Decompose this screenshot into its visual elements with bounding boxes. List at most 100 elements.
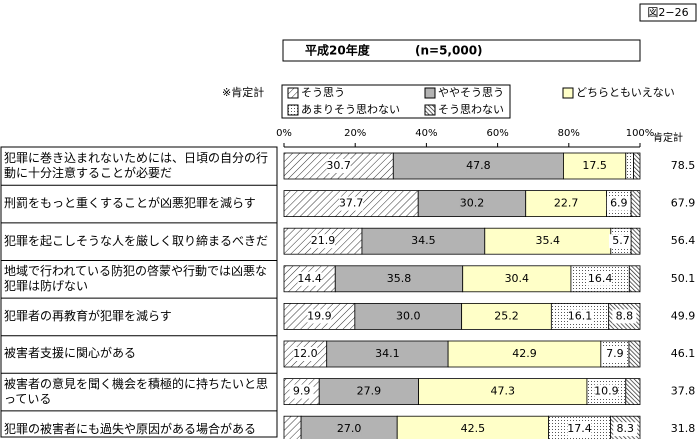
data-label: 21.9 <box>311 234 336 247</box>
data-label: 8.3 <box>616 422 634 435</box>
total-label: 78.5 <box>671 159 696 172</box>
data-label: 16.4 <box>588 272 613 285</box>
label-bg <box>504 271 529 286</box>
label-bg <box>375 347 400 361</box>
category-label: 被害者支援に関心がある <box>4 346 137 361</box>
x-tick-label: 60% <box>486 128 508 139</box>
label-bg <box>535 234 560 249</box>
legend-label: ややそう思う <box>438 86 504 99</box>
label-bg <box>337 422 362 437</box>
bar-segment <box>630 227 641 255</box>
total-label: 56.4 <box>671 234 696 247</box>
category-label: 被害者の意見を聞く機会を積極的に持ちたいと思っている <box>4 376 269 406</box>
bar-segment <box>628 265 641 293</box>
data-label: 16.1 <box>568 309 593 322</box>
title-box <box>282 39 641 62</box>
chart-subtitle: (n=5,000) <box>415 44 483 58</box>
data-label: 30.2 <box>460 197 485 210</box>
data-label: 19.9 <box>307 309 332 322</box>
category-box <box>0 146 278 438</box>
legend-label: どちらともいえない <box>576 86 675 99</box>
label-bg <box>588 271 613 286</box>
label-bg <box>602 347 627 361</box>
legend-swatch <box>424 104 436 116</box>
figure-label: 図2−26 <box>647 6 688 19</box>
chart-title: 平成20年度 <box>305 43 371 58</box>
total-label: 37.8 <box>671 385 696 398</box>
legend-title: ※肯定計 <box>222 85 264 99</box>
label-bg <box>356 384 381 399</box>
x-tick-label: 80% <box>558 128 580 139</box>
label-bg <box>297 271 322 286</box>
data-label: 27.9 <box>357 385 382 398</box>
total-label: 49.9 <box>671 309 696 322</box>
data-label: 27.0 <box>337 422 362 435</box>
data-label: 7.9 <box>606 347 624 360</box>
x-tick-label: 0% <box>276 128 292 139</box>
category-label: 犯罪に巻き込まれないためには、日頃の自分の行動に十分注意することが必要だ <box>4 150 269 180</box>
label-bg <box>594 384 619 399</box>
bar-segment <box>462 265 572 293</box>
label-bg <box>512 347 537 361</box>
data-label: 9.9 <box>293 385 311 398</box>
legend-label: そう思わない <box>438 103 504 116</box>
bar-segment <box>625 152 634 180</box>
bar-segment <box>326 340 449 368</box>
data-label: 17.5 <box>582 159 607 172</box>
data-label: 47.8 <box>466 159 491 172</box>
data-label: 5.7 <box>612 234 630 247</box>
totals-header: 肯定計 <box>653 131 683 144</box>
data-label: 30.7 <box>326 159 351 172</box>
data-label: 35.8 <box>387 272 412 285</box>
total-label: 46.1 <box>671 347 696 360</box>
bar-segment <box>628 340 641 368</box>
category-label: 犯罪者の再教育が犯罪を減らす <box>4 308 172 323</box>
label-bg <box>568 309 593 324</box>
label-bg <box>310 234 335 249</box>
label-bg <box>293 347 318 361</box>
data-label: 22.7 <box>554 197 579 210</box>
figure-label-box <box>639 3 697 22</box>
label-bg <box>582 159 607 173</box>
data-label: 35.4 <box>536 234 561 247</box>
label-bg <box>494 309 519 324</box>
label-bg <box>396 309 421 324</box>
total-label: 50.1 <box>671 272 696 285</box>
legend-swatch <box>562 87 574 99</box>
label-bg <box>554 196 579 211</box>
x-tick-label: 40% <box>415 128 437 139</box>
legend-box <box>281 84 511 119</box>
legend-swatch <box>287 104 299 116</box>
data-label: 42.5 <box>461 422 486 435</box>
data-label: 6.9 <box>610 197 628 210</box>
data-label: 17.4 <box>567 422 592 435</box>
label-bg <box>459 196 484 211</box>
label-bg <box>386 271 411 286</box>
data-label: 34.5 <box>411 234 436 247</box>
legend-swatch <box>287 87 299 99</box>
label-bg <box>608 234 633 249</box>
data-label: 30.0 <box>396 309 421 322</box>
category-label: 犯罪の被害者にも過失や原因がある場合がある <box>4 421 257 436</box>
label-bg <box>307 309 332 324</box>
total-label: 31.8 <box>671 422 696 435</box>
bar-segment <box>625 378 641 406</box>
label-bg <box>606 196 631 211</box>
category-label: 犯罪を起こしそうな人を厳しく取り締まるべきだ <box>4 233 269 248</box>
category-label: 刑罰をもっと重くすることが凶悪犯罪を減らす <box>4 196 256 211</box>
data-label: 30.4 <box>505 272 530 285</box>
label-bg <box>289 384 314 399</box>
data-label: 42.9 <box>512 347 537 360</box>
label-bg <box>613 422 638 437</box>
data-label: 12.0 <box>293 347 318 360</box>
label-bg <box>567 422 592 437</box>
data-label: 10.9 <box>594 385 619 398</box>
data-label: 34.1 <box>375 347 400 360</box>
label-bg <box>339 196 364 211</box>
label-bg <box>411 234 436 249</box>
category-label: 地域で行われている防犯の啓蒙や行動では凶悪な犯罪は防げない <box>4 263 268 293</box>
data-label: 37.7 <box>339 197 364 210</box>
data-label: 25.2 <box>494 309 519 322</box>
